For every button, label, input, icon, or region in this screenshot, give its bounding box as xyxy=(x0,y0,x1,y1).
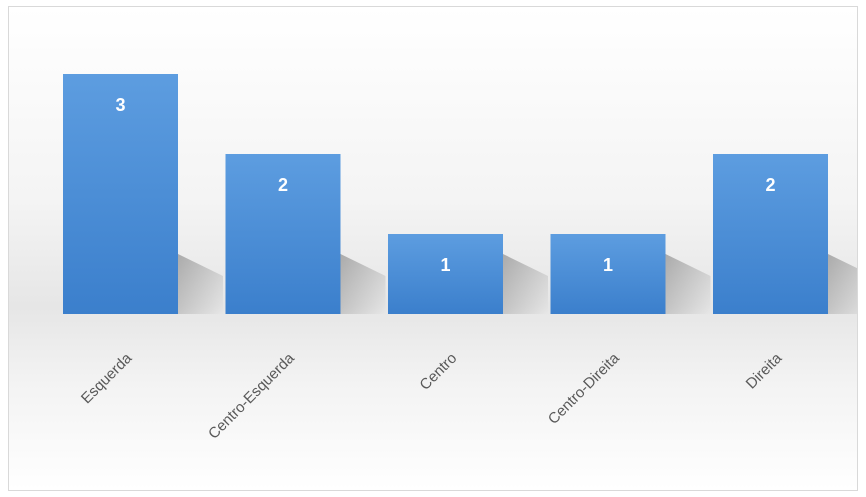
bar-shadow xyxy=(665,254,711,314)
category-label: Centro xyxy=(416,350,460,394)
data-label: 1 xyxy=(603,255,613,275)
data-label: 2 xyxy=(278,175,288,195)
data-labels: 3 2 1 1 2 xyxy=(115,95,775,275)
bar-centro-esquerda xyxy=(225,154,341,314)
data-label: 1 xyxy=(440,255,450,275)
category-label: Esquerda xyxy=(78,349,136,407)
bar-centro xyxy=(388,234,503,314)
category-label: Centro-Direita xyxy=(545,349,624,428)
bars xyxy=(63,74,828,314)
bar-shadow xyxy=(503,254,548,314)
bar-esquerda xyxy=(63,74,178,314)
bar-centro-direita xyxy=(550,234,666,314)
category-labels: Esquerda Centro-Esquerda Centro Centro-Dire… xyxy=(78,349,786,442)
category-label: Centro-Esquerda xyxy=(205,349,298,442)
data-label: 3 xyxy=(115,95,125,115)
bar-direita xyxy=(713,154,828,314)
bar-shadow xyxy=(340,254,386,314)
category-label: Direita xyxy=(743,349,786,392)
data-label: 2 xyxy=(765,175,775,195)
bar-shadows xyxy=(178,254,857,314)
chart-area: 3 2 1 1 2 Esquerda Centro-Esquerda Centro Centr… xyxy=(8,6,858,491)
bar-shadow xyxy=(178,254,223,314)
bar-shadow xyxy=(828,254,857,314)
bar-chart: 3 2 1 1 2 Esquerda Centro-Esquerda Centro Centr… xyxy=(63,74,857,443)
